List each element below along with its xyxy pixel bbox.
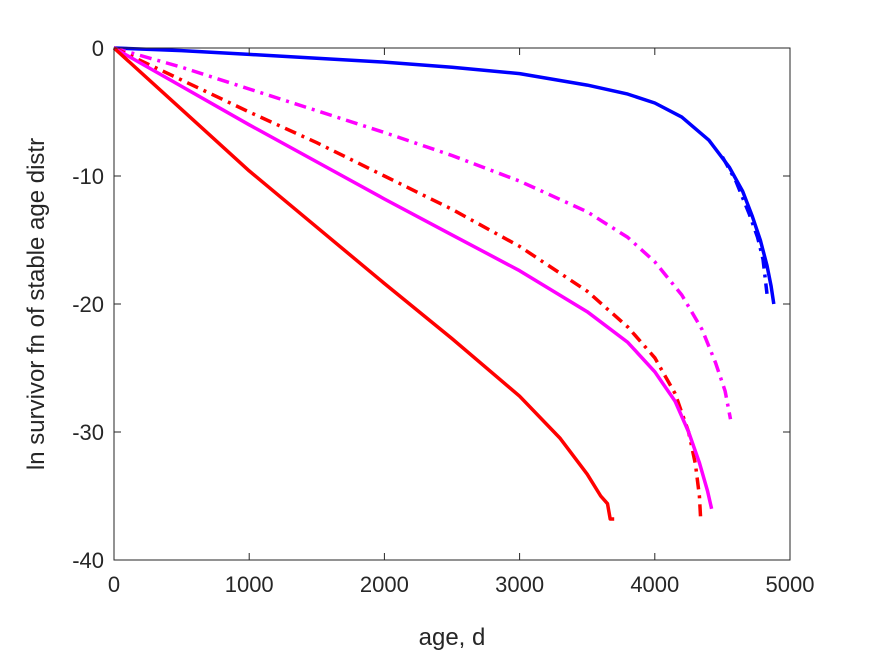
x-tick-label: 3000 bbox=[495, 572, 544, 597]
y-tick-label: -20 bbox=[72, 292, 104, 317]
series-layer bbox=[112, 46, 776, 522]
y-tick-label: -40 bbox=[72, 548, 104, 573]
series-line-2 bbox=[720, 155, 769, 295]
plot-frame bbox=[113, 47, 791, 561]
tick-layer: 0 1000 2000 3000 4000 5000 0 -10 -20 -30 -40 bbox=[72, 36, 814, 597]
x-tick-label: 0 bbox=[108, 572, 120, 597]
series-line-6 bbox=[112, 46, 615, 521]
x-tick-label: 5000 bbox=[766, 572, 815, 597]
plot-area bbox=[114, 48, 790, 560]
x-axis-label: age, d bbox=[419, 624, 486, 651]
y-axis-label: ln survivor fn of stable age distr bbox=[23, 138, 50, 470]
y-tick-label: 0 bbox=[92, 36, 104, 61]
series-line-4 bbox=[113, 46, 703, 522]
x-tick-label: 4000 bbox=[630, 572, 679, 597]
x-tick-label: 1000 bbox=[225, 572, 274, 597]
y-tick-label: -30 bbox=[72, 420, 104, 445]
series-line-1 bbox=[113, 46, 776, 305]
y-tick-label: -10 bbox=[72, 164, 104, 189]
series-line-5 bbox=[113, 46, 714, 510]
x-tick-label: 2000 bbox=[360, 572, 409, 597]
series-line-3 bbox=[113, 46, 733, 420]
